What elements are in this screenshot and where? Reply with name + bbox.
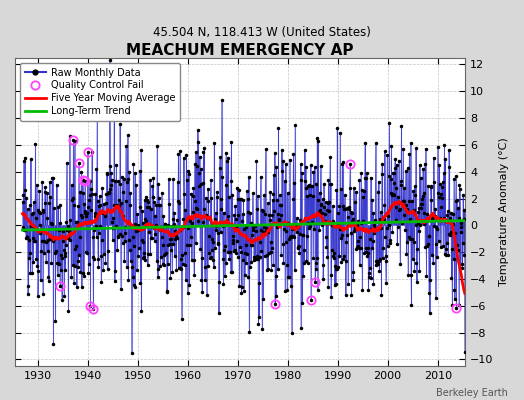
Text: 45.504 N, 118.413 W (United States): 45.504 N, 118.413 W (United States)	[153, 26, 371, 39]
Legend: Raw Monthly Data, Quality Control Fail, Five Year Moving Average, Long-Term Tren: Raw Monthly Data, Quality Control Fail, …	[20, 63, 180, 121]
Title: MEACHUM EMERGENCY AP: MEACHUM EMERGENCY AP	[126, 43, 354, 58]
Y-axis label: Temperature Anomaly (°C): Temperature Anomaly (°C)	[499, 138, 509, 286]
Text: Berkeley Earth: Berkeley Earth	[436, 388, 508, 398]
